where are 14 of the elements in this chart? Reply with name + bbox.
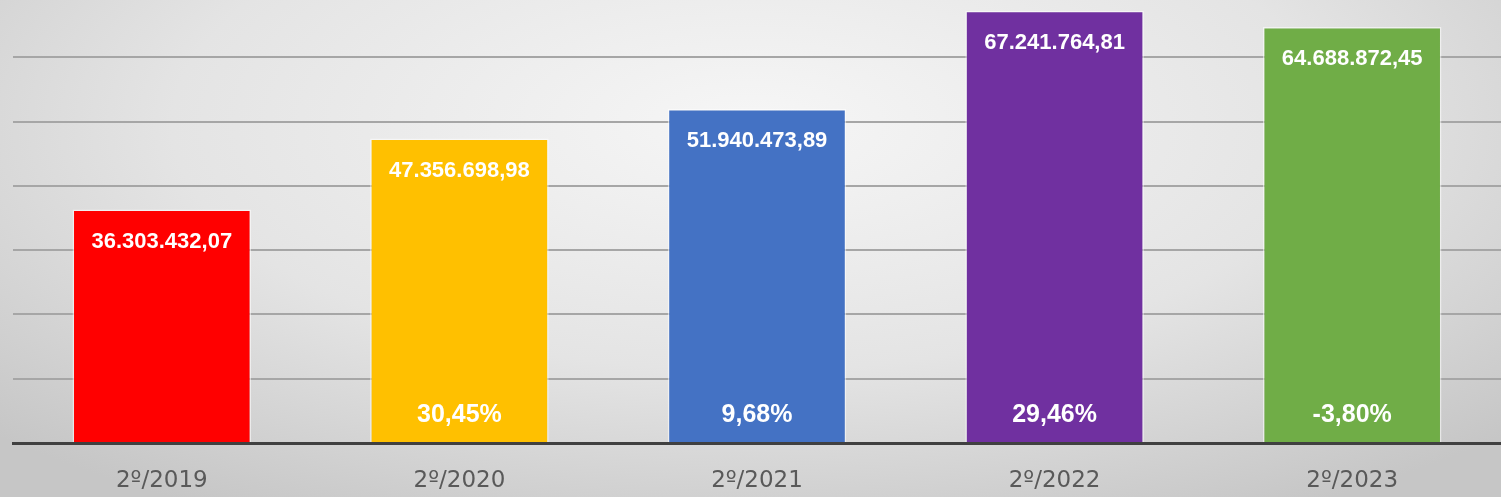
annotation: 30,45% [417,398,502,427]
x-tick-label: 2º/2021 [711,465,803,492]
x-tick-label: 2º/2023 [1306,465,1399,492]
x-tick-label: 2º/2022 [1008,465,1101,492]
x-tick-label: 2º/2019 [115,465,208,492]
annotation: -3,80% [1312,398,1392,427]
data-label: 51.940.473,89 [686,127,828,153]
data-label: 36.303.432,07 [91,227,233,253]
data-label: 67.241.764,81 [984,28,1125,54]
data-label: 64.688.872,45 [1281,45,1423,71]
annotation: 29,46% [1012,398,1097,427]
data-label: 47.356.698,98 [389,156,530,182]
x-tick-label: 2º/2020 [413,465,506,492]
annotation: 9,68% [721,398,793,427]
